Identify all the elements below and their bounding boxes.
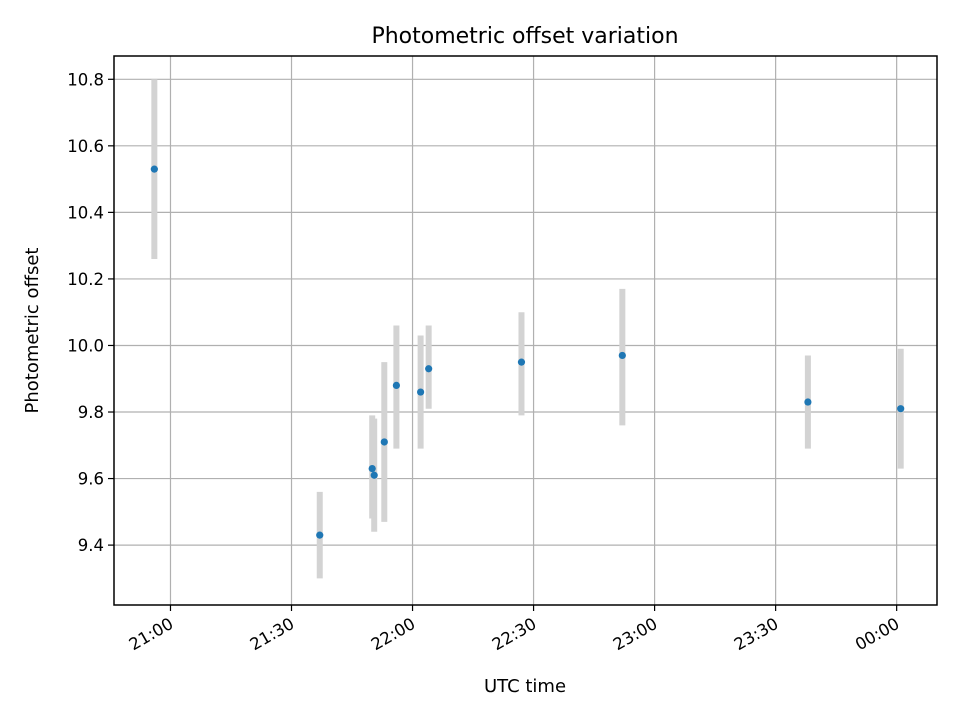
data-point <box>368 464 376 473</box>
y-axis-ticks: 9.4 9.6 9.8 10.0 10.2 10.4 10.6 10.8 <box>67 70 114 555</box>
y-tick-label: 10.2 <box>67 270 104 289</box>
data-point <box>380 438 388 446</box>
x-tick-label: 00:00 <box>852 614 903 654</box>
data-point <box>316 531 324 539</box>
y-tick-label: 9.8 <box>78 403 104 422</box>
y-tick-label: 10.6 <box>67 137 104 156</box>
x-tick-label: 21:30 <box>247 614 298 654</box>
data-point <box>897 405 905 413</box>
grid-lines <box>114 56 937 605</box>
chart-title: Photometric offset variation <box>371 24 678 49</box>
plot-frame <box>113 55 938 606</box>
data-point <box>150 165 158 173</box>
y-tick-label: 10.4 <box>67 203 104 222</box>
x-tick-label: 21:00 <box>126 614 177 654</box>
y-tick-label: 10.0 <box>67 336 104 355</box>
x-axis-label: UTC time <box>484 676 566 697</box>
y-axis-label: Photometric offset <box>22 248 43 414</box>
x-tick-label: 22:00 <box>368 614 419 654</box>
y-tick-label: 9.6 <box>78 470 104 489</box>
data-point <box>370 471 378 479</box>
data-point <box>804 398 812 406</box>
x-axis-ticks: 21:00 21:30 22:00 22:30 23:00 23:30 00:00 <box>126 605 903 654</box>
data-points <box>150 165 905 539</box>
data-point <box>392 381 401 389</box>
data-point <box>425 365 433 373</box>
data-point <box>417 388 425 396</box>
x-tick-label: 23:30 <box>731 614 782 654</box>
error-bars <box>151 79 904 579</box>
data-point <box>517 358 526 366</box>
y-tick-label: 10.8 <box>67 70 104 89</box>
x-tick-label: 23:00 <box>610 614 661 654</box>
x-tick-label: 22:30 <box>489 614 540 654</box>
y-tick-label: 9.4 <box>78 536 104 555</box>
data-point <box>618 351 626 360</box>
